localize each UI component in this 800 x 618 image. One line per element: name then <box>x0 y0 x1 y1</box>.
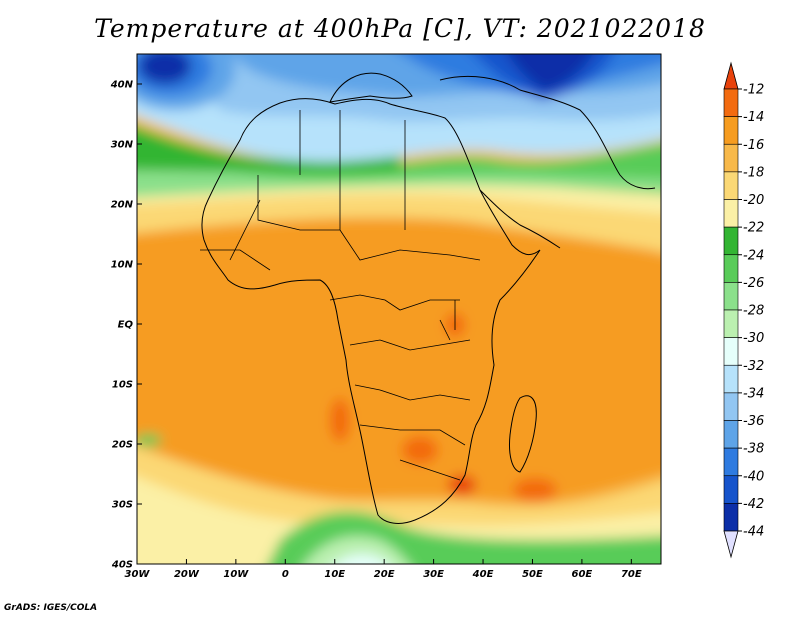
colorbar-label: -16 <box>743 138 764 153</box>
map-title: Temperature at 400hPa [C], VT: 202102201… <box>94 14 706 43</box>
lat-tick-label: 10N <box>111 260 134 271</box>
lon-tick-label: 60E <box>572 569 593 580</box>
colorbar-swatch <box>723 503 739 532</box>
lat-tick-label: 20S <box>112 440 133 451</box>
colorbar-label: -26 <box>743 276 764 291</box>
colorbar-swatch <box>723 392 739 421</box>
colorbar-label: -24 <box>743 248 764 263</box>
longitude-axis: 30W 20W 10W 0 10E 20E 30E 40E 50E 60E 70E <box>125 559 642 580</box>
lon-tick-label: 10W <box>223 569 249 580</box>
colorbar-label: -42 <box>743 497 764 512</box>
colorbar-swatch <box>723 364 739 394</box>
lon-tick-label: 40E <box>472 569 494 580</box>
colorbar-label: -36 <box>743 414 764 429</box>
colorbar-swatch <box>723 337 739 366</box>
temperature-field <box>137 54 661 564</box>
colorbar-swatch <box>723 226 739 256</box>
colorbar-label: -14 <box>743 110 764 125</box>
colorbar-label: -40 <box>743 469 764 484</box>
lat-tick-label: 40S <box>111 560 133 571</box>
colorbar-label: -28 <box>743 304 764 319</box>
colorbar-top-arrow <box>723 61 739 90</box>
lon-tick-label: 50E <box>522 569 543 580</box>
lat-tick-label: 40N <box>110 80 134 91</box>
footer-credit: GrADS: IGES/COLA <box>4 603 98 613</box>
colorbar: -12 -14 -16 -18 -20 -22 -24 -26 -28 -30 -32 -34 -36 -… <box>723 61 764 559</box>
colorbar-swatch <box>723 475 739 504</box>
colorbar-swatch <box>723 88 739 117</box>
lat-tick-label: 30N <box>111 140 134 151</box>
colorbar-label: -32 <box>743 359 764 374</box>
lat-tick-label: 10S <box>112 380 133 391</box>
colorbar-swatch <box>723 171 739 200</box>
colorbar-swatch <box>723 420 739 449</box>
lon-tick-label: 0 <box>282 569 289 580</box>
lon-tick-label: 20E <box>374 569 395 580</box>
colorbar-label: -18 <box>743 165 764 180</box>
colorbar-bottom-arrow <box>723 530 739 559</box>
lon-tick-label: 20W <box>174 569 200 580</box>
colorbar-swatch <box>723 254 739 283</box>
lon-tick-label: 70E <box>621 569 642 580</box>
lon-tick-label: 30W <box>125 569 151 580</box>
colorbar-label: -22 <box>743 221 764 236</box>
plot-frame <box>136 53 662 565</box>
colorbar-label: -30 <box>743 331 764 346</box>
lat-tick-label: EQ <box>118 320 134 331</box>
lon-tick-label: 30E <box>423 569 444 580</box>
colorbar-label: -34 <box>743 386 764 401</box>
colorbar-swatch <box>723 309 739 338</box>
colorbar-label: -20 <box>743 193 764 208</box>
colorbar-swatch <box>723 116 739 145</box>
colorbar-label: -12 <box>743 83 764 98</box>
lat-tick-label: 20N <box>111 200 134 211</box>
coastline <box>201 72 656 524</box>
colorbar-swatch <box>723 199 739 228</box>
colorbar-label: -44 <box>743 525 764 540</box>
colorbar-swatch <box>723 282 739 311</box>
colorbar-swatch <box>723 143 739 173</box>
lon-tick-label: 10E <box>324 569 345 580</box>
country-borders <box>200 110 481 481</box>
lat-tick-label: 30S <box>112 500 133 511</box>
latitude-axis: 40N 30N 20N 10N EQ 10S 20S 30S 40S <box>110 80 142 571</box>
colorbar-label: -38 <box>743 442 764 457</box>
colorbar-swatch <box>723 447 739 477</box>
